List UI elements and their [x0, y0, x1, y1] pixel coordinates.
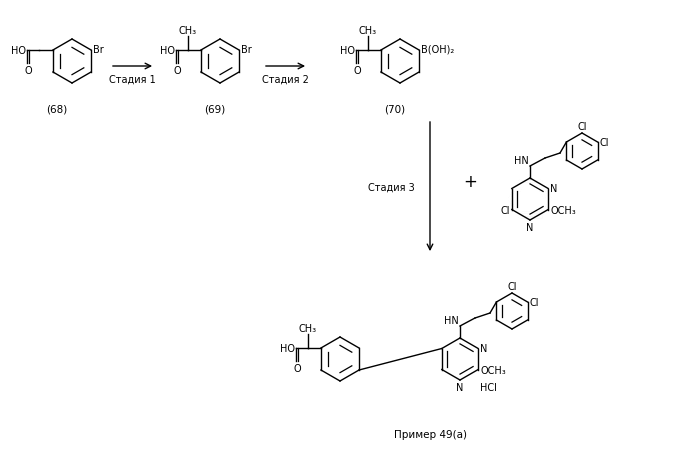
Text: Стадия 1: Стадия 1 — [109, 75, 156, 85]
Text: HN: HN — [514, 156, 529, 166]
Text: (69): (69) — [204, 104, 226, 114]
Text: OCH₃: OCH₃ — [480, 366, 506, 375]
Text: B(OH)₂: B(OH)₂ — [421, 45, 454, 55]
Text: HO: HO — [11, 46, 26, 56]
Text: Cl: Cl — [600, 138, 609, 148]
Text: Пример 49(a): Пример 49(a) — [394, 429, 466, 439]
Text: CH₃: CH₃ — [179, 26, 197, 36]
Text: O: O — [293, 363, 301, 373]
Text: CH₃: CH₃ — [299, 323, 317, 333]
Text: Cl: Cl — [577, 122, 586, 131]
Text: O: O — [24, 66, 31, 76]
Text: (70): (70) — [384, 104, 405, 114]
Text: N: N — [480, 344, 488, 354]
Text: Br: Br — [241, 45, 252, 55]
Text: +: + — [463, 173, 477, 191]
Text: HO: HO — [160, 46, 175, 56]
Text: Cl: Cl — [530, 297, 539, 307]
Text: Br: Br — [93, 45, 104, 55]
Text: N: N — [456, 382, 463, 392]
Text: Стадия 3: Стадия 3 — [368, 182, 415, 192]
Text: HO: HO — [340, 46, 355, 56]
Text: Стадия 2: Стадия 2 — [262, 75, 309, 85]
Text: O: O — [173, 66, 181, 76]
Text: HN: HN — [445, 315, 459, 325]
Text: HCl: HCl — [480, 383, 497, 393]
Text: OCH₃: OCH₃ — [550, 206, 576, 216]
Text: Cl: Cl — [507, 282, 517, 291]
Text: CH₃: CH₃ — [359, 26, 377, 36]
Text: HO: HO — [280, 343, 295, 353]
Text: (68): (68) — [46, 104, 68, 114]
Text: N: N — [550, 184, 558, 194]
Text: O: O — [353, 66, 361, 76]
Text: Cl: Cl — [500, 206, 510, 216]
Text: N: N — [526, 223, 534, 232]
